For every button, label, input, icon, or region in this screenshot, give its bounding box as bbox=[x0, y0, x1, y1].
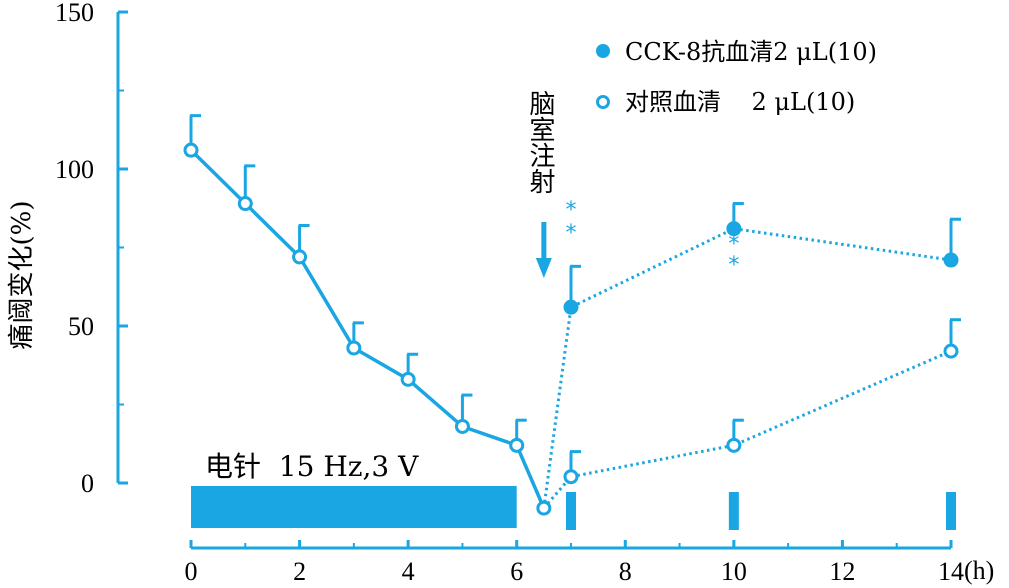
x-tick-label: 8 bbox=[619, 557, 632, 586]
cck8-series-point bbox=[943, 252, 959, 268]
baseline-point bbox=[454, 418, 470, 434]
baseline-point bbox=[237, 196, 253, 212]
y-tick-label: 50 bbox=[68, 312, 94, 341]
x-tick-label: 12 bbox=[829, 557, 855, 586]
injection-marker bbox=[946, 492, 956, 530]
control-series-point bbox=[726, 437, 742, 453]
baseline-line bbox=[189, 148, 546, 509]
y-tick-label: 0 bbox=[81, 469, 94, 498]
baseline-point bbox=[536, 500, 552, 516]
legend-marker-open bbox=[596, 95, 610, 109]
baseline-point bbox=[292, 249, 308, 265]
control-series-line bbox=[542, 349, 952, 510]
significance-asterisk: * bbox=[728, 232, 739, 257]
x-tick-label: 6 bbox=[510, 557, 523, 586]
baseline-point bbox=[509, 437, 525, 453]
baseline-point bbox=[400, 371, 416, 387]
legend-marker-filled bbox=[596, 44, 610, 58]
injection-marker bbox=[566, 492, 576, 530]
x-tick-label: 2 bbox=[293, 557, 306, 586]
baseline-point bbox=[346, 340, 362, 356]
legend-label-cck8: CCK-8抗血清2 μL(10) bbox=[625, 38, 877, 66]
legend-label-control: 对照血清 2 μL(10) bbox=[625, 88, 855, 116]
injection-arrow-head bbox=[535, 258, 552, 278]
x-tick-label: 4 bbox=[402, 557, 415, 586]
significance-asterisk: * bbox=[566, 221, 577, 246]
significance-asterisk: * bbox=[566, 198, 577, 223]
cck8-series-point bbox=[726, 221, 742, 237]
baseline-point bbox=[183, 142, 199, 158]
control-series-point bbox=[563, 469, 579, 485]
y-axis-label: 痛阈变化(%) bbox=[7, 201, 37, 350]
stimulation-label: 电针 15 Hz,3 V bbox=[205, 450, 419, 483]
control-series-point bbox=[943, 343, 959, 359]
x-tick-label: 0 bbox=[185, 557, 198, 586]
x-tick-label: 10 bbox=[721, 557, 747, 586]
cck8-series-line bbox=[542, 227, 952, 509]
injection-label: 脑室注射 bbox=[525, 90, 555, 194]
x-axis-unit-label: (h) bbox=[964, 556, 994, 585]
x-tick-label: 14 bbox=[938, 557, 964, 586]
legend: CCK-8抗血清2 μL(10) 对照血清 2 μL(10) bbox=[596, 38, 877, 116]
y-tick-label: 100 bbox=[55, 155, 94, 184]
injection-marker bbox=[728, 492, 739, 530]
significance-asterisk: * bbox=[728, 253, 739, 278]
stimulation-bar bbox=[191, 486, 517, 528]
cck8-series-point bbox=[563, 299, 579, 315]
y-tick-label: 150 bbox=[55, 0, 94, 27]
